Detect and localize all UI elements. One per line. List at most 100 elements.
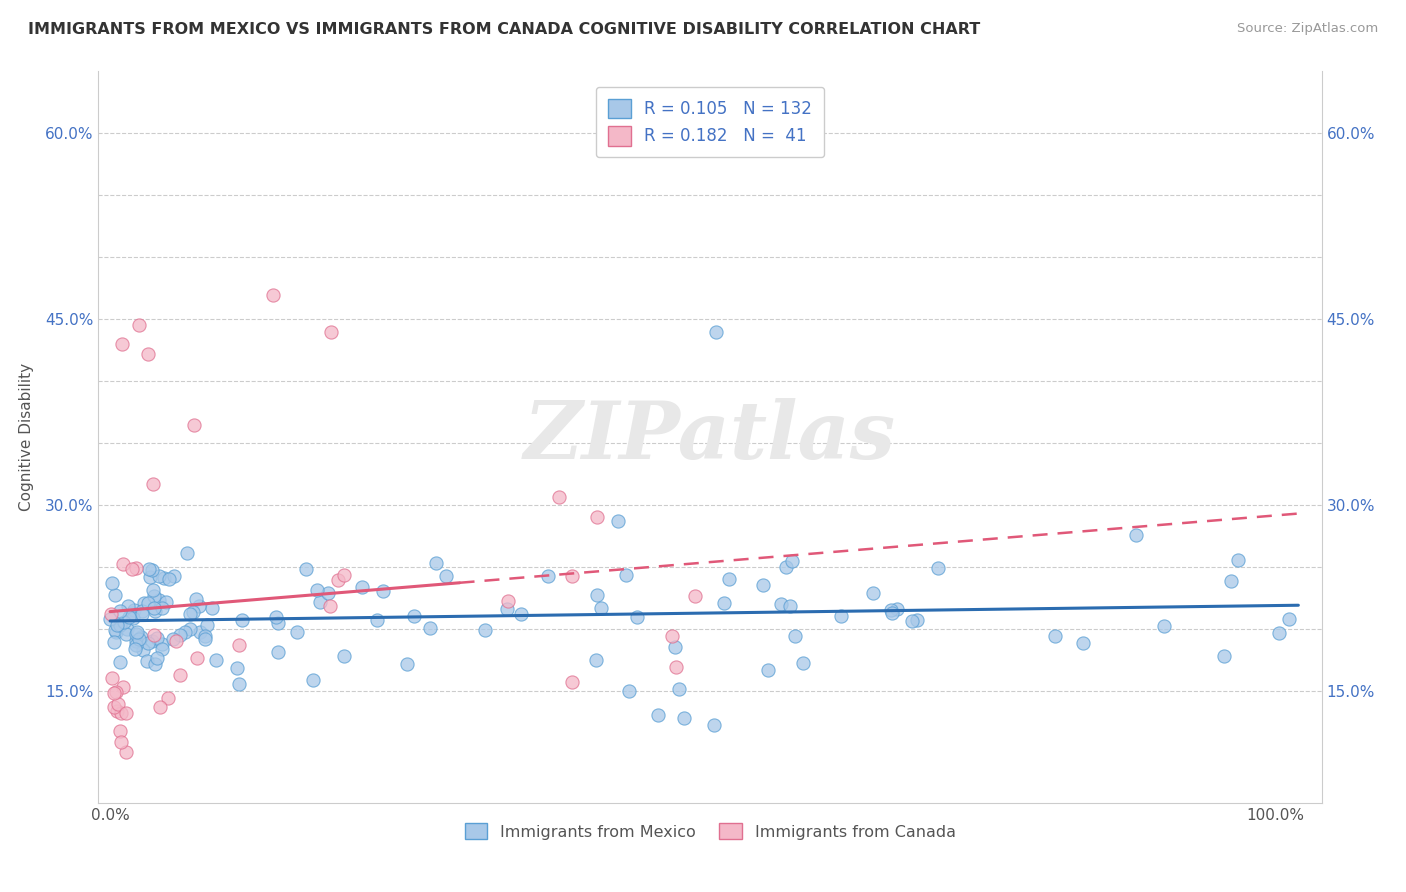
Text: IMMIGRANTS FROM MEXICO VS IMMIGRANTS FROM CANADA COGNITIVE DISABILITY CORRELATIO: IMMIGRANTS FROM MEXICO VS IMMIGRANTS FRO… — [28, 22, 980, 37]
Point — [402, 608, 425, 623]
Point — [496, 602, 519, 616]
Point — [188, 624, 211, 639]
Point — [886, 602, 908, 616]
Point — [125, 627, 148, 641]
Point — [121, 606, 143, 620]
Point — [122, 603, 145, 617]
Y-axis label: Cognitive Disability: Cognitive Disability — [18, 363, 34, 511]
Point — [103, 686, 125, 700]
Point — [183, 417, 205, 432]
Point — [792, 656, 814, 670]
Point — [145, 650, 167, 665]
Point — [165, 634, 187, 648]
Point — [333, 649, 356, 664]
Point — [285, 625, 308, 640]
Point — [419, 621, 441, 635]
Point — [228, 676, 250, 690]
Point — [1043, 629, 1066, 643]
Point — [880, 606, 903, 620]
Point — [108, 605, 131, 619]
Point — [118, 609, 141, 624]
Point — [1071, 636, 1094, 650]
Point — [138, 636, 160, 650]
Point — [104, 588, 127, 602]
Point — [105, 618, 128, 632]
Point — [498, 594, 520, 608]
Point — [131, 604, 153, 618]
Point — [125, 638, 148, 652]
Point — [661, 629, 683, 643]
Point — [785, 629, 807, 643]
Point — [101, 575, 124, 590]
Point — [129, 630, 152, 644]
Point — [717, 573, 740, 587]
Point — [775, 559, 797, 574]
Point — [782, 554, 804, 568]
Point — [169, 668, 191, 682]
Point — [136, 596, 159, 610]
Point — [163, 568, 186, 582]
Point — [664, 640, 686, 654]
Point — [136, 654, 159, 668]
Point — [193, 629, 215, 643]
Point — [927, 561, 949, 575]
Point — [110, 655, 132, 669]
Point — [205, 652, 228, 666]
Point — [302, 673, 325, 687]
Point — [143, 628, 166, 642]
Point — [115, 622, 138, 636]
Point — [162, 632, 184, 647]
Point — [146, 631, 169, 645]
Point — [110, 706, 132, 720]
Point — [294, 562, 316, 576]
Point — [194, 632, 217, 647]
Point — [136, 347, 159, 361]
Point — [141, 634, 163, 648]
Point — [124, 641, 146, 656]
Point — [153, 572, 176, 586]
Point — [103, 635, 125, 649]
Point — [262, 287, 284, 301]
Point — [100, 607, 122, 622]
Point — [350, 580, 373, 594]
Point — [626, 610, 648, 624]
Point — [115, 626, 138, 640]
Point — [100, 671, 122, 685]
Point — [1125, 528, 1147, 542]
Point — [108, 724, 131, 739]
Point — [703, 718, 725, 732]
Text: Source: ZipAtlas.com: Source: ZipAtlas.com — [1237, 22, 1378, 36]
Point — [425, 556, 447, 570]
Point — [115, 706, 138, 720]
Point — [1226, 553, 1249, 567]
Point — [226, 661, 249, 675]
Point — [142, 600, 165, 615]
Point — [143, 589, 166, 603]
Text: ZIPatlas: ZIPatlas — [524, 399, 896, 475]
Point — [880, 602, 903, 616]
Point — [183, 605, 205, 619]
Point — [111, 680, 134, 694]
Point — [537, 568, 560, 582]
Point — [104, 625, 127, 640]
Point — [647, 708, 669, 723]
Point — [143, 657, 166, 672]
Point — [179, 622, 201, 636]
Point — [148, 593, 170, 607]
Point — [561, 569, 583, 583]
Point — [395, 657, 418, 671]
Point — [186, 650, 208, 665]
Point — [105, 704, 128, 718]
Point — [665, 660, 688, 674]
Point — [704, 325, 727, 339]
Point — [111, 337, 134, 351]
Point — [373, 584, 395, 599]
Point — [510, 607, 533, 621]
Legend: Immigrants from Mexico, Immigrants from Canada: Immigrants from Mexico, Immigrants from … — [458, 817, 962, 846]
Point — [264, 610, 287, 624]
Point — [668, 681, 690, 696]
Point — [1212, 648, 1234, 663]
Point — [1220, 574, 1243, 588]
Point — [150, 600, 173, 615]
Point — [159, 572, 181, 586]
